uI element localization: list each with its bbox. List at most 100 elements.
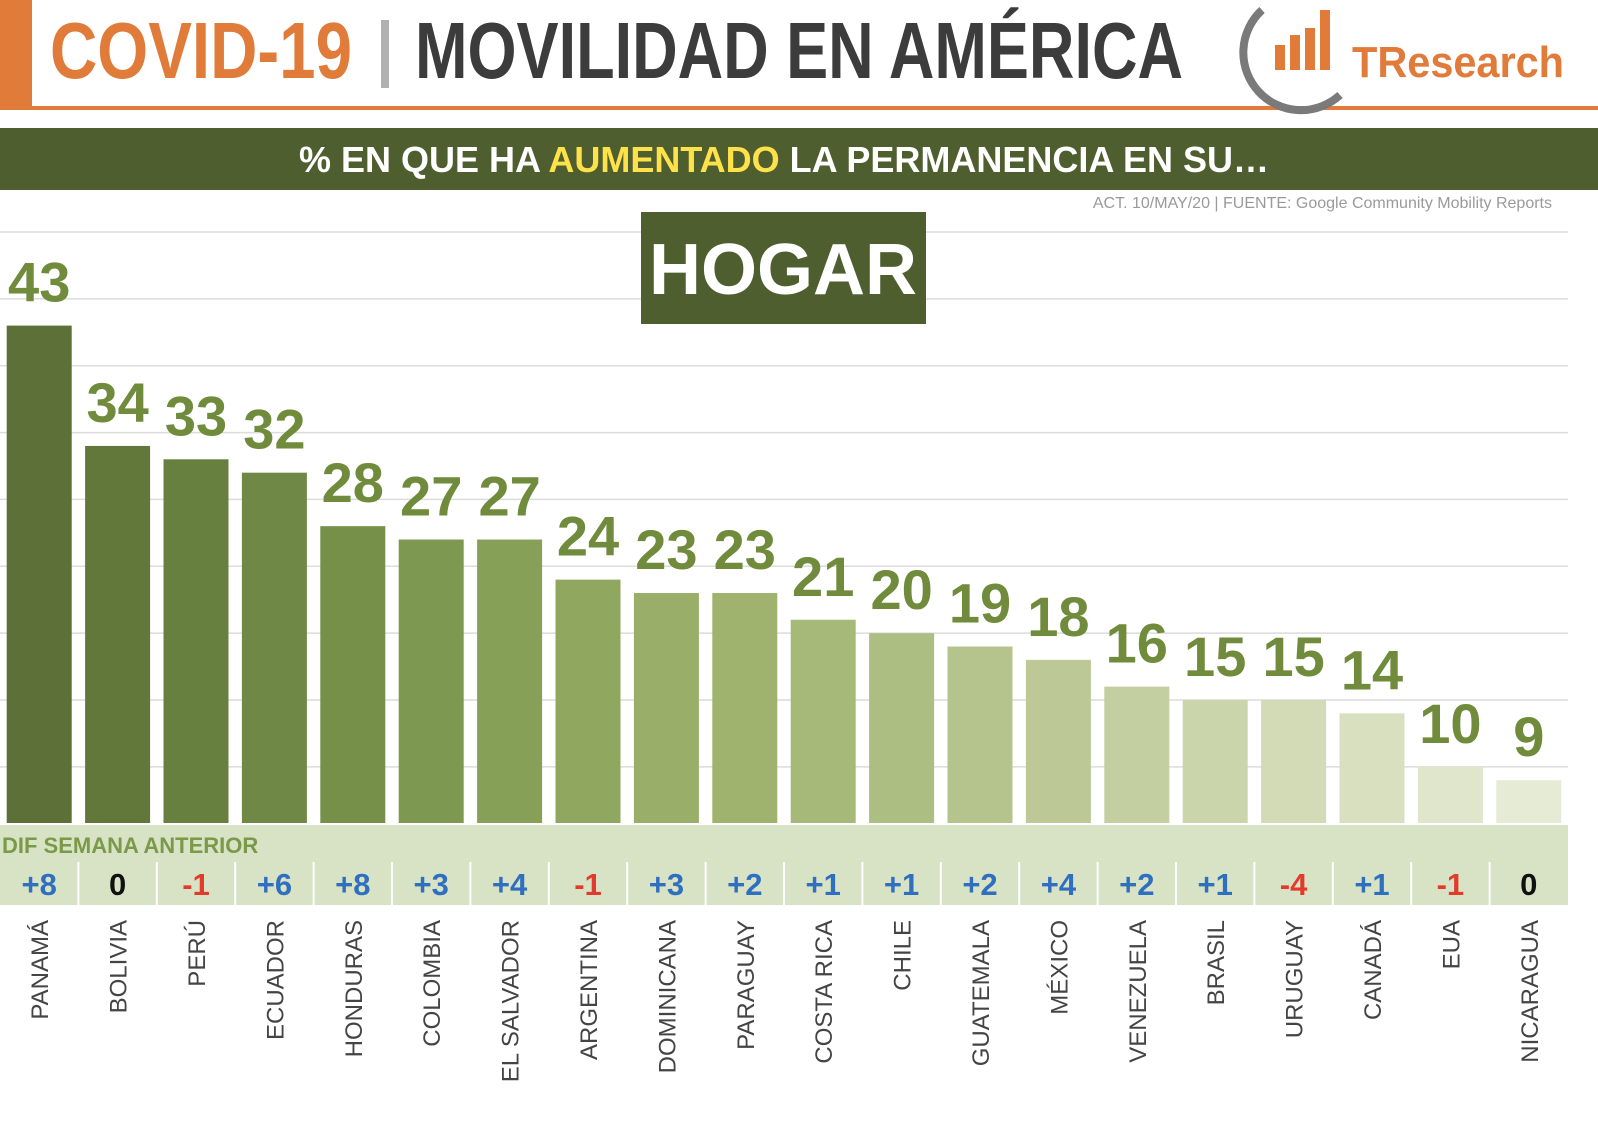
difference-label: +1 <box>806 867 841 902</box>
title-separator <box>381 20 389 88</box>
x-tick-label: EL SALVADOR <box>498 920 525 1082</box>
difference-label: +1 <box>1354 867 1389 902</box>
data-label: 23 <box>714 518 776 581</box>
panel-title-box <box>641 212 926 324</box>
x-tick-label: CHILE <box>890 920 917 991</box>
subtitle-part: % EN QUE HA <box>299 139 541 180</box>
data-label: 14 <box>1341 638 1403 701</box>
logo: TResearch <box>1239 7 1564 115</box>
data-label: 24 <box>557 505 619 568</box>
difference-label: -1 <box>574 867 602 902</box>
difference-label: +3 <box>649 867 684 902</box>
bar <box>1496 780 1562 823</box>
x-tick-label: COLOMBIA <box>419 920 446 1047</box>
difference-label: +1 <box>884 867 919 902</box>
header-rule <box>0 106 1598 110</box>
x-tick-label: ECUADOR <box>262 920 289 1040</box>
subtitle: % EN QUE HA AUMENTADO LA PERMANENCIA EN … <box>299 139 1269 180</box>
logo-icon <box>1290 35 1300 70</box>
bar <box>1417 766 1483 823</box>
x-tick-label: HONDURAS <box>341 920 368 1057</box>
bar <box>947 646 1013 823</box>
logo-text: TResearch <box>1352 38 1564 87</box>
x-tick-label: GUATEMALA <box>968 920 995 1066</box>
subtitle-part: LA PERMANENCIA EN SU… <box>790 139 1269 180</box>
bar <box>241 472 307 823</box>
data-label: 34 <box>86 371 148 434</box>
difference-label: 0 <box>109 867 126 902</box>
subtitle-highlight: AUMENTADO <box>548 139 779 180</box>
logo-icon <box>1305 28 1315 70</box>
difference-label: 0 <box>1520 867 1537 902</box>
bar <box>633 593 699 823</box>
difference-label: -1 <box>1437 867 1465 902</box>
logo-icon <box>1320 10 1330 70</box>
x-tick-label: NICARAGUA <box>1517 920 1544 1063</box>
x-tick-label: PANAMÁ <box>27 920 54 1020</box>
logo-icon <box>1275 45 1285 70</box>
bar <box>85 445 151 823</box>
marks: 43 +8 PANAMÁ 34 0 BOLIVIA 33 -1 PERÚ 32 +6 ECUADOR 2… <box>6 251 1562 1082</box>
x-tick-label: PERÚ <box>184 920 211 987</box>
data-label: 15 <box>1262 625 1324 688</box>
difference-label: +3 <box>414 867 449 902</box>
bar <box>1182 699 1248 823</box>
x-tick-label: CANADÁ <box>1360 920 1387 1020</box>
bar <box>477 539 543 823</box>
bar <box>1025 659 1091 823</box>
difference-label: +4 <box>492 867 528 902</box>
difference-label: -4 <box>1280 867 1308 902</box>
difference-label: +8 <box>22 867 57 902</box>
x-tick-label: COSTA RICA <box>811 920 838 1064</box>
bar <box>1339 713 1405 823</box>
difference-label: +2 <box>1119 867 1154 902</box>
data-label: 15 <box>1184 625 1246 688</box>
header-accent <box>0 0 32 108</box>
data-label: 32 <box>243 398 305 461</box>
panel-title: HOGAR <box>649 230 917 310</box>
chart-title: MOVILIDAD EN AMÉRICA <box>415 6 1183 95</box>
bar <box>869 633 935 823</box>
x-tick-label: PARAGUAY <box>733 920 760 1050</box>
x-tick-label: URUGUAY <box>1282 920 1309 1038</box>
x-tick-label: BRASIL <box>1203 920 1230 1005</box>
x-tick-label: DOMINICANA <box>654 920 681 1073</box>
difference-title: DIF SEMANA ANTERIOR <box>2 833 258 858</box>
data-label: 27 <box>400 465 462 528</box>
data-label: 43 <box>8 251 70 314</box>
data-label: 23 <box>635 518 697 581</box>
difference-label: +8 <box>335 867 370 902</box>
data-label: 10 <box>1419 692 1481 755</box>
x-tick-label: VENEZUELA <box>1125 920 1152 1063</box>
bar <box>6 325 72 823</box>
x-tick-label: EUA <box>1438 920 1465 969</box>
data-label: 20 <box>870 558 932 621</box>
data-label: 33 <box>165 384 227 447</box>
source: ACT. 10/MAY/20 | FUENTE: Google Communit… <box>1093 195 1552 212</box>
data-label: 16 <box>1106 612 1168 675</box>
bar <box>320 526 386 823</box>
difference-label: +4 <box>1041 867 1077 902</box>
bar <box>712 593 778 823</box>
x-tick-label: BOLIVIA <box>106 920 133 1013</box>
difference-label: +2 <box>727 867 762 902</box>
chart-title: COVID-19 <box>50 6 352 95</box>
subtitle-banner <box>0 128 1598 190</box>
x-tick-label: ARGENTINA <box>576 920 603 1060</box>
data-label: 19 <box>949 572 1011 635</box>
bar <box>555 579 621 823</box>
data-label: 21 <box>792 545 854 608</box>
bar <box>163 459 229 823</box>
difference-label: +2 <box>962 867 997 902</box>
logo-arc <box>1239 7 1343 115</box>
bar <box>398 539 464 823</box>
bar <box>790 619 856 823</box>
difference-label: +6 <box>257 867 292 902</box>
data-label: 27 <box>478 465 540 528</box>
data-label: 18 <box>1027 585 1089 648</box>
bar <box>1261 699 1327 823</box>
bar <box>1104 686 1170 823</box>
data-label: 28 <box>322 451 384 514</box>
x-tick-label: MÉXICO <box>1046 920 1073 1015</box>
